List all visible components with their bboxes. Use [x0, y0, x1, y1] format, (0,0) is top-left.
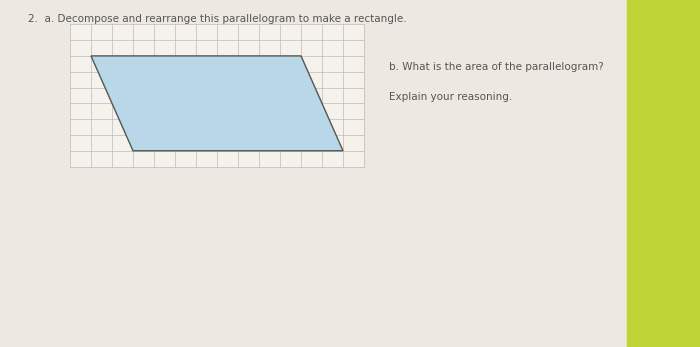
Bar — [70, 24, 364, 167]
Bar — [626, 0, 700, 347]
Text: b. What is the area of the parallelogram?: b. What is the area of the parallelogram… — [389, 62, 603, 73]
Polygon shape — [91, 56, 343, 151]
Text: 2.  a. Decompose and rearrange this parallelogram to make a rectangle.: 2. a. Decompose and rearrange this paral… — [28, 14, 407, 24]
Text: Explain your reasoning.: Explain your reasoning. — [389, 92, 512, 102]
